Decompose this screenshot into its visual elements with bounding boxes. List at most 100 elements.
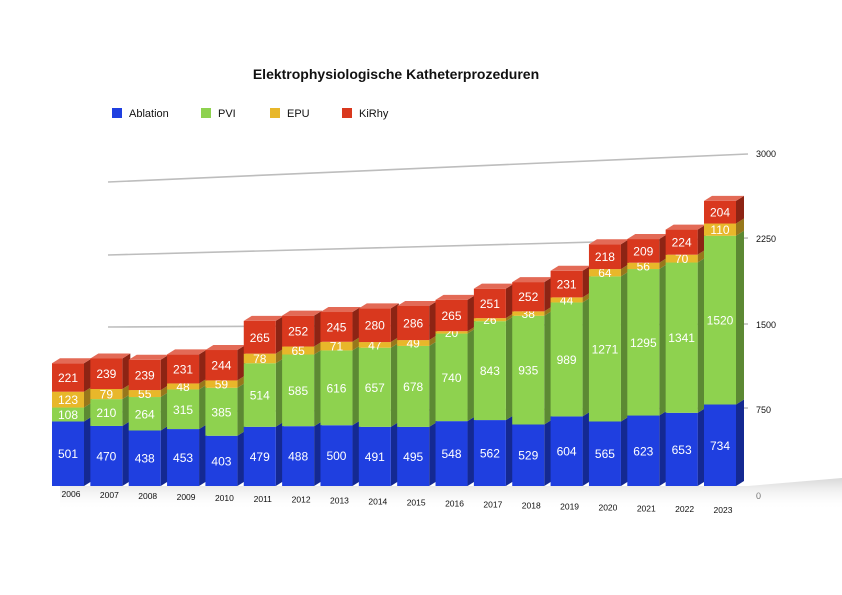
data-label: 231 <box>173 362 193 376</box>
data-label: 209 <box>633 244 653 258</box>
x-axis: 2006 2007 2008 2009 2010 2011 2012 2013 2014 2015… <box>62 489 733 515</box>
bar-segment-side <box>620 271 629 422</box>
data-label: 315 <box>173 403 193 417</box>
bar-segment-kirhy <box>588 244 621 270</box>
bar-segment-pvi <box>704 235 736 405</box>
data-label: 734 <box>710 439 730 453</box>
bar-segment-side <box>160 385 169 398</box>
data-label: 514 <box>250 389 270 403</box>
bar-segment-side <box>84 416 92 486</box>
bar-segment-pvi <box>512 315 545 425</box>
bar-segment-kirhy <box>205 350 238 381</box>
legend: Ablation PVI EPU KiRhy <box>112 108 389 120</box>
bar-segment-side <box>199 384 208 430</box>
data-label: 1271 <box>592 342 619 356</box>
bar-segment-ablation <box>320 425 353 486</box>
x-tick-label: 2012 <box>292 495 311 505</box>
data-label: 79 <box>100 388 114 402</box>
data-label: 221 <box>58 371 78 385</box>
bar-segment-side <box>160 354 169 391</box>
data-label: 935 <box>518 364 538 378</box>
bar-top <box>550 265 591 271</box>
data-label: 438 <box>135 452 155 466</box>
bar-segment-ablation <box>205 435 238 486</box>
data-label: 453 <box>173 451 193 465</box>
bar-segment-side <box>314 310 323 347</box>
bar-segment-side <box>314 421 323 486</box>
bar-segment-side <box>122 394 131 426</box>
legend-swatch <box>201 108 211 118</box>
bar-segment-epu <box>243 353 276 364</box>
bar-segment-kirhy <box>90 358 123 390</box>
bar-segment-kirhy <box>397 305 430 341</box>
data-label: 56 <box>637 259 651 273</box>
bar-segment-ablation <box>282 426 315 486</box>
bar-segment-ablation <box>435 421 468 486</box>
data-label: 403 <box>211 454 231 468</box>
bar-segment-epu <box>473 318 506 322</box>
bar-segment-side <box>237 430 246 486</box>
bar-segment-side <box>620 264 629 277</box>
bar-segment-pvi <box>90 399 123 426</box>
data-label: 218 <box>595 250 615 264</box>
x-tick-label: 2010 <box>215 493 234 503</box>
x-tick-label: 2011 <box>254 494 273 504</box>
bar-segment-ablation <box>243 426 276 486</box>
bar-segment-side <box>122 420 131 486</box>
bar-top <box>512 277 553 283</box>
bar-segment-epu <box>512 311 545 316</box>
bar-top <box>435 294 476 300</box>
data-label: 1341 <box>668 331 695 345</box>
data-label: 64 <box>598 266 612 280</box>
bar-segment-kirhy <box>52 363 84 392</box>
bar-2009: 453 315 48 231 <box>167 349 208 486</box>
x-tick-label: 2006 <box>62 489 81 499</box>
bar-segment-side <box>697 224 706 255</box>
data-label: 548 <box>442 447 462 461</box>
bar-segment-kirhy <box>704 200 736 224</box>
y-tick-label: 750 <box>756 405 771 415</box>
bar-segment-epu <box>205 380 238 388</box>
bar-segment-side <box>544 306 553 316</box>
bar-2011: 479 514 78 265 <box>243 315 284 486</box>
bar-segment-epu <box>52 391 84 408</box>
bar-segment-pvi <box>473 321 506 421</box>
bar-segment-side <box>84 386 92 408</box>
bar-segment-ablation <box>128 430 161 486</box>
bar-segment-side <box>467 328 476 422</box>
bar-top <box>167 349 208 355</box>
bar-segment-kirhy <box>550 270 583 298</box>
data-label: 740 <box>442 371 462 385</box>
data-label: 252 <box>518 290 538 304</box>
bar-segment-pvi <box>627 269 660 416</box>
x-tick-label: 2016 <box>445 499 464 509</box>
bar-2008: 438 264 55 239 <box>128 354 169 486</box>
bar-segment-side <box>659 410 668 486</box>
bar-segment-pvi <box>358 347 391 427</box>
data-label: 385 <box>211 405 231 419</box>
bar-segment-ablation <box>627 415 660 486</box>
bar-segment-side <box>199 349 208 384</box>
bar-segment-side <box>582 411 591 486</box>
bar-segment-kirhy <box>358 308 391 343</box>
bar-segment-pvi <box>397 345 430 427</box>
bar-segment-side <box>505 283 514 319</box>
bar-segment-side <box>275 315 284 354</box>
bar-top <box>397 300 438 306</box>
data-label: 585 <box>288 384 308 398</box>
bar-segment-pvi <box>167 389 200 430</box>
bar-segment-kirhy <box>627 239 660 263</box>
bar-segment-pvi <box>320 350 353 426</box>
bar-segment-side <box>199 424 208 486</box>
bar-segment-ablation <box>550 416 583 486</box>
bar-segment-side <box>275 358 284 427</box>
bar-segment-pvi <box>550 302 583 417</box>
x-tick-label: 2021 <box>637 503 656 513</box>
data-label: 78 <box>253 352 267 366</box>
bar-segment-side <box>390 342 399 427</box>
